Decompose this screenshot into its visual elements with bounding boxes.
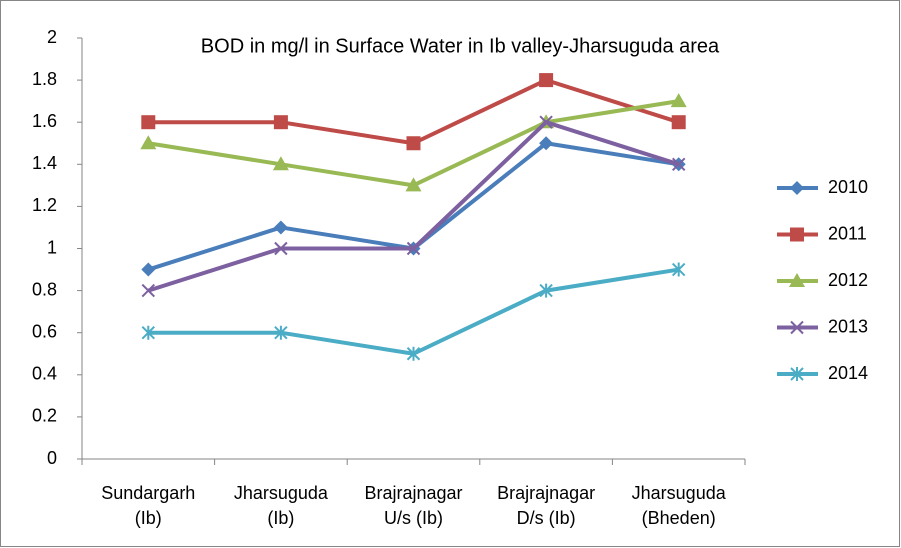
y-tick-label: 0.4 bbox=[32, 364, 57, 384]
series-marker bbox=[539, 136, 554, 151]
x-tick-label: Brajrajnagar D/s (Ib) bbox=[497, 483, 595, 528]
legend-label: 2014 bbox=[828, 363, 868, 383]
series-marker bbox=[274, 241, 288, 256]
series-marker bbox=[671, 157, 686, 172]
series-marker bbox=[406, 346, 421, 361]
series-marker bbox=[274, 325, 288, 340]
series-marker bbox=[141, 262, 156, 277]
series-marker bbox=[671, 115, 686, 130]
series-marker bbox=[141, 325, 156, 340]
chart-title: BOD in mg/l in Surface Water in Ib valle… bbox=[201, 35, 720, 57]
y-tick-label: 1.2 bbox=[32, 195, 57, 215]
series-marker bbox=[141, 115, 156, 130]
y-tick-label: 0 bbox=[47, 448, 57, 468]
legend-marker bbox=[790, 320, 804, 335]
y-tick-label: 0.2 bbox=[32, 406, 57, 426]
x-tick-label: Brajrajnagar U/s (Ib) bbox=[364, 483, 462, 528]
series-marker bbox=[406, 136, 421, 151]
y-tick-label: 1.4 bbox=[32, 153, 57, 173]
series-marker bbox=[539, 73, 554, 88]
y-tick-label: 0.8 bbox=[32, 279, 57, 299]
legend-marker bbox=[790, 367, 804, 381]
x-tick-label: Sundargarh (Ib) bbox=[101, 483, 195, 528]
legend-label: 2011 bbox=[828, 223, 867, 243]
y-tick-label: 1 bbox=[47, 237, 57, 257]
y-tick-label: 1.8 bbox=[32, 69, 57, 89]
legend-marker bbox=[789, 273, 805, 287]
legend-label: 2013 bbox=[828, 316, 868, 336]
series-marker bbox=[140, 135, 157, 150]
x-tick-label: Jharsuguda (Ib) bbox=[234, 483, 329, 528]
legend-marker bbox=[790, 227, 804, 242]
y-tick-label: 2 bbox=[47, 27, 57, 47]
series-marker bbox=[406, 241, 421, 256]
x-tick-label: Jharsuguda (Bheden) bbox=[632, 483, 727, 528]
series-marker bbox=[273, 220, 288, 235]
series-marker bbox=[141, 283, 156, 298]
series-marker bbox=[272, 156, 289, 171]
legend-marker bbox=[790, 181, 804, 195]
series-marker bbox=[273, 115, 288, 130]
series-marker bbox=[671, 262, 686, 277]
legend-label: 2012 bbox=[828, 270, 868, 290]
y-tick-label: 1.6 bbox=[32, 111, 57, 131]
y-tick-label: 0.6 bbox=[32, 321, 57, 341]
series-marker bbox=[405, 177, 422, 192]
series-marker bbox=[539, 115, 553, 129]
legend-label: 2010 bbox=[828, 177, 868, 197]
series-marker bbox=[670, 93, 687, 108]
series-marker bbox=[539, 283, 553, 298]
